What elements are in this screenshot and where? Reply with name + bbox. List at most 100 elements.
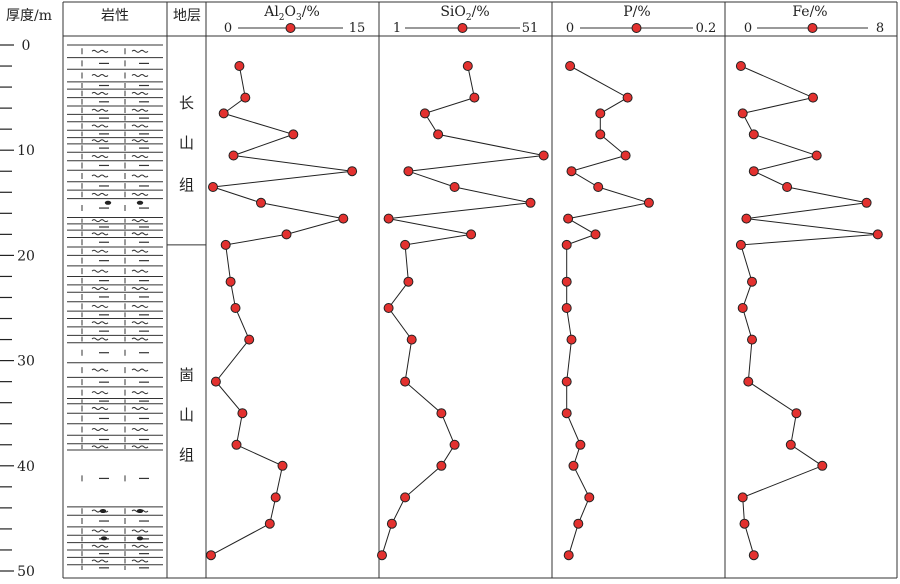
data-point — [220, 239, 231, 250]
data-point — [735, 239, 746, 250]
data-point — [872, 229, 883, 240]
legend-marker — [457, 23, 468, 33]
data-point — [817, 460, 828, 471]
tick-min-p: 0 — [566, 21, 574, 36]
data-point — [748, 129, 759, 140]
litho-wavy — [91, 529, 109, 533]
data-point — [811, 150, 822, 161]
panel-title-fe: Fe/% — [792, 4, 827, 20]
tick-min-sio2: 1 — [393, 21, 401, 36]
litho-wavy — [131, 391, 149, 395]
data-point — [288, 129, 299, 140]
depth-tick-label: 20 — [17, 248, 35, 264]
data-point — [741, 213, 752, 224]
data-point — [643, 197, 654, 208]
data-point — [737, 108, 748, 119]
litho-wavy — [131, 155, 149, 159]
data-point — [565, 61, 576, 71]
litho-wavy — [91, 391, 109, 395]
data-point — [593, 182, 604, 192]
litho-wavy — [131, 192, 149, 196]
data-point — [400, 239, 411, 250]
formation-label-char: 组 — [179, 446, 194, 464]
data-point — [206, 550, 216, 561]
litho-wavy — [91, 49, 109, 53]
litho-wavy — [91, 155, 109, 159]
data-point — [561, 276, 572, 287]
data-point — [584, 492, 595, 503]
litho-wavy — [131, 321, 149, 325]
data-point — [406, 334, 417, 345]
litho-wavy — [131, 337, 149, 341]
data-point — [256, 197, 266, 208]
litho-wavy — [91, 269, 109, 273]
litho-wavy — [131, 559, 149, 563]
data-point — [264, 518, 275, 529]
data-point — [270, 492, 281, 503]
litho-wavy — [91, 304, 109, 308]
data-point — [228, 150, 239, 161]
litho-wavy — [131, 174, 149, 178]
data-point — [861, 197, 872, 208]
depth-tick-label: 30 — [17, 354, 35, 370]
data-point — [400, 376, 411, 387]
data-point — [622, 92, 633, 103]
data-point — [230, 303, 241, 313]
data-point — [218, 108, 229, 119]
data-point — [383, 303, 394, 313]
series-line — [381, 65, 544, 556]
tick-max-p: 0.2 — [696, 21, 717, 36]
data-point — [747, 334, 757, 345]
data-point — [563, 550, 574, 561]
litho-wavy — [131, 49, 149, 53]
data-point — [808, 92, 818, 103]
litho-nodule — [99, 509, 107, 514]
formation-label-char: 山 — [179, 406, 194, 424]
data-point — [737, 492, 748, 503]
data-point — [735, 61, 746, 71]
data-point — [436, 460, 447, 471]
data-point — [466, 229, 477, 240]
litho-wavy — [131, 269, 149, 273]
formation-label-char: 长 — [179, 94, 194, 112]
litho-wavy — [131, 124, 149, 128]
panel-title-al2o3: Al2O3/% — [263, 4, 320, 23]
data-point — [566, 166, 577, 177]
series-line — [740, 65, 878, 556]
litho-wavy — [91, 249, 109, 253]
data-point — [748, 550, 759, 561]
tick-min-al2o3: 0 — [224, 21, 232, 36]
data-point — [469, 92, 480, 103]
data-point — [525, 197, 536, 208]
data-point — [561, 303, 572, 313]
data-point — [566, 334, 577, 345]
tick-max-al2o3: 15 — [349, 21, 366, 36]
data-point — [419, 108, 430, 119]
data-point — [561, 239, 572, 250]
legend-marker — [631, 23, 642, 33]
litho-wavy — [131, 91, 149, 95]
litho-wavy — [91, 219, 109, 223]
data-point — [210, 376, 221, 387]
data-point — [436, 408, 447, 419]
litho-wavy — [91, 124, 109, 128]
formation-label-char: 组 — [179, 176, 194, 194]
data-point — [737, 303, 748, 313]
data-point — [538, 150, 549, 161]
litho-wavy — [131, 139, 149, 143]
data-point — [561, 376, 572, 387]
data-point — [748, 166, 759, 177]
data-point — [782, 182, 793, 192]
litho-wavy — [131, 304, 149, 308]
data-point — [620, 150, 631, 161]
data-point — [240, 92, 251, 103]
litho-nodule — [104, 200, 112, 205]
data-point — [377, 550, 387, 561]
litho-wavy — [91, 428, 109, 432]
litho-wavy — [91, 232, 109, 236]
data-point — [785, 439, 796, 450]
data-point — [403, 166, 414, 177]
data-point — [449, 439, 460, 450]
litho-wavy — [91, 559, 109, 563]
